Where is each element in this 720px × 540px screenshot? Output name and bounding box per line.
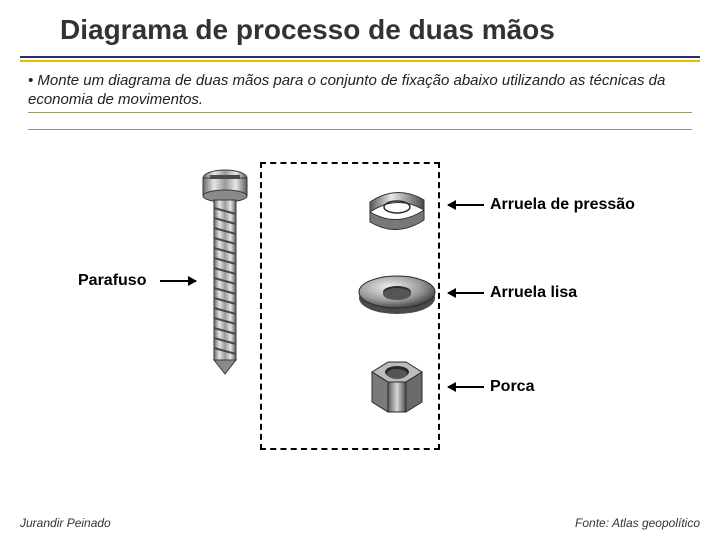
label-arruela-lisa: Arruela lisa	[490, 284, 577, 302]
label-porca: Porca	[490, 378, 534, 396]
diagram-area: Parafuso Arruela de pressão Arruela lisa…	[0, 160, 720, 490]
title-rule-light	[20, 60, 700, 62]
arrow-arruela-pressao	[448, 204, 484, 206]
label-parafuso: Parafuso	[78, 272, 146, 290]
nut-icon	[360, 356, 434, 422]
footer-author: Jurandir Peinado	[20, 516, 111, 530]
bullet-underline-2	[28, 129, 692, 130]
bullet-text: • Monte um diagrama de duas mãos para o …	[28, 72, 692, 110]
slide-title: Diagrama de processo de duas mãos	[60, 14, 680, 46]
arrow-porca	[448, 386, 484, 388]
arrow-arruela-lisa	[448, 292, 484, 294]
arrow-parafuso	[160, 280, 196, 282]
spring-washer-icon	[362, 180, 432, 230]
footer-source: Fonte: Atlas geopolítico	[575, 516, 700, 530]
flat-washer-icon	[355, 268, 439, 318]
title-rule-dark	[20, 56, 700, 58]
bolt-icon	[200, 168, 250, 378]
label-arruela-pressao: Arruela de pressão	[490, 196, 635, 214]
bullet-underline-1	[28, 112, 692, 113]
